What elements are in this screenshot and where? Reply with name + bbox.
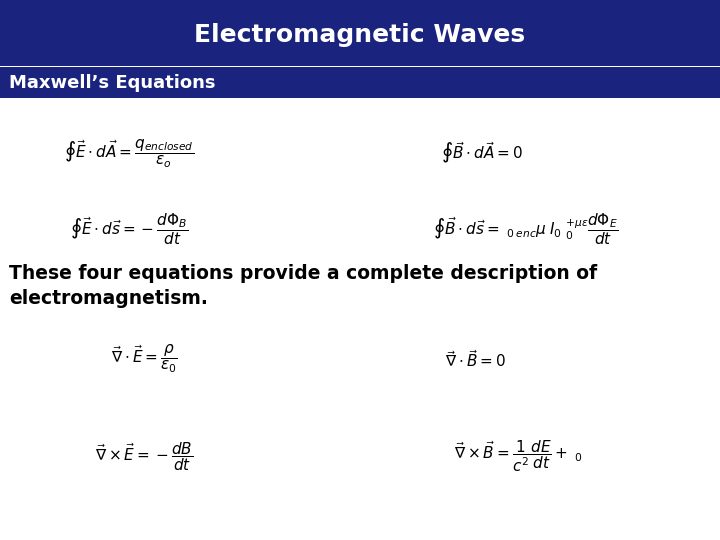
Text: Maxwell’s Equations: Maxwell’s Equations: [9, 73, 216, 92]
Text: These four equations provide a complete description of: These four equations provide a complete …: [9, 264, 598, 283]
FancyBboxPatch shape: [0, 0, 720, 66]
Text: $\vec{\nabla} \cdot \vec{B} = 0$: $\vec{\nabla} \cdot \vec{B} = 0$: [445, 349, 505, 369]
Text: $\oint \vec{B} \cdot d\vec{A} = 0$: $\oint \vec{B} \cdot d\vec{A} = 0$: [441, 141, 523, 166]
Text: $\oint \vec{B} \cdot d\vec{s} = \;_{0\;enc}\mu\; I_{0}\;_{0}^{+\mu\varepsilon}\d: $\oint \vec{B} \cdot d\vec{s} = \;_{0\;e…: [433, 212, 618, 247]
Text: Electromagnetic Waves: Electromagnetic Waves: [194, 23, 526, 47]
Text: $\vec{\nabla} \cdot \vec{E} = \dfrac{\rho}{\varepsilon_0}$: $\vec{\nabla} \cdot \vec{E} = \dfrac{\rh…: [111, 343, 177, 375]
Text: $\oint \vec{E} \cdot d\vec{A} = \dfrac{q_{enclosed}}{\varepsilon_o}$: $\oint \vec{E} \cdot d\vec{A} = \dfrac{q…: [65, 138, 194, 170]
Text: $\vec{\nabla} \times \vec{B} = \dfrac{1}{c^2}\dfrac{dE}{dt} + \;_0$: $\vec{\nabla} \times \vec{B} = \dfrac{1}…: [454, 438, 582, 474]
Text: $\vec{\nabla} \times \vec{E} = -\dfrac{dB}{dt}$: $\vec{\nabla} \times \vec{E} = -\dfrac{d…: [95, 440, 193, 472]
Text: $\oint \vec{E} \cdot d\vec{s} = -\dfrac{d\Phi_B}{dt}$: $\oint \vec{E} \cdot d\vec{s} = -\dfrac{…: [71, 212, 189, 247]
Text: electromagnetism.: electromagnetism.: [9, 289, 208, 308]
FancyBboxPatch shape: [0, 67, 720, 98]
